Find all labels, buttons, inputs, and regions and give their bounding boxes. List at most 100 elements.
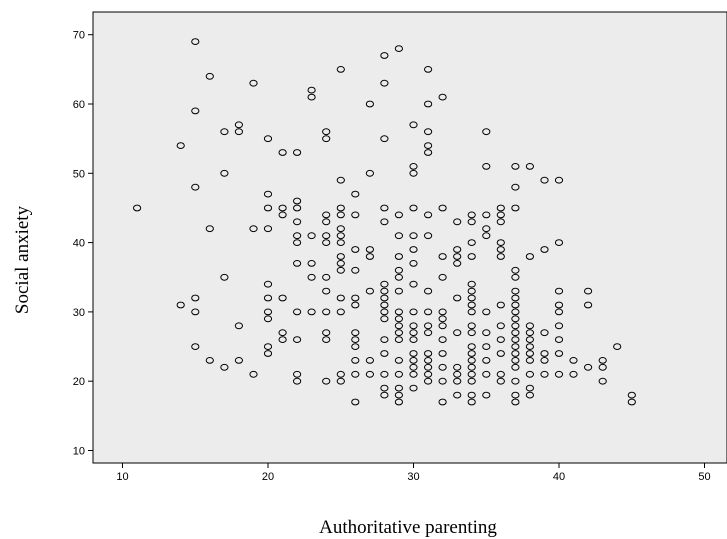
data-point <box>496 211 505 219</box>
data-point <box>438 308 447 316</box>
data-point <box>336 266 345 274</box>
data-point <box>540 176 549 184</box>
data-point <box>351 301 360 309</box>
data-point <box>627 391 636 399</box>
data-point <box>394 329 403 337</box>
data-point <box>365 169 374 177</box>
data-point <box>293 232 302 240</box>
data-point <box>409 350 418 357</box>
data-point <box>351 246 360 253</box>
data-point <box>424 329 433 337</box>
data-point <box>322 308 331 316</box>
data-point <box>293 149 302 156</box>
data-point <box>453 391 462 399</box>
data-point <box>511 183 520 191</box>
y-tick-label: 10 <box>73 446 85 458</box>
data-point <box>511 343 520 351</box>
data-point <box>554 308 564 316</box>
data-point <box>394 45 403 52</box>
data-point <box>336 211 345 219</box>
data-point <box>293 308 302 316</box>
data-point <box>525 357 535 364</box>
data-point <box>453 294 462 302</box>
data-point <box>380 135 389 143</box>
data-point <box>380 350 389 357</box>
data-point <box>467 218 476 226</box>
data-point <box>540 357 549 364</box>
data-point <box>191 107 200 115</box>
data-point <box>380 384 389 392</box>
data-point <box>424 322 433 330</box>
data-point <box>380 52 389 59</box>
data-point <box>525 322 535 330</box>
data-point <box>394 266 403 274</box>
y-tick-label: 40 <box>73 238 85 250</box>
data-point <box>351 294 360 302</box>
data-point <box>278 149 287 156</box>
data-point <box>467 287 476 295</box>
data-point <box>554 336 564 344</box>
data-point <box>438 336 447 344</box>
data-point <box>380 218 389 226</box>
data-point <box>511 315 520 323</box>
data-point <box>380 301 389 309</box>
data-point <box>351 343 360 351</box>
data-point <box>191 308 200 316</box>
data-point <box>336 204 345 212</box>
data-point <box>613 343 622 351</box>
data-point <box>496 301 505 309</box>
data-point <box>424 142 433 150</box>
data-point <box>307 273 316 281</box>
data-point <box>453 377 462 385</box>
data-point <box>351 190 360 198</box>
data-point <box>424 287 433 295</box>
data-point <box>627 398 636 406</box>
data-point <box>525 329 535 337</box>
data-point <box>191 183 200 191</box>
data-point <box>511 377 520 385</box>
data-point <box>365 100 374 108</box>
data-point <box>394 322 403 330</box>
data-point <box>598 357 607 364</box>
data-point <box>176 301 185 309</box>
data-point <box>380 280 389 288</box>
data-point <box>394 308 403 316</box>
data-point <box>598 377 607 385</box>
data-point <box>278 204 287 212</box>
data-point <box>409 204 418 212</box>
data-point <box>424 350 433 357</box>
data-point <box>263 190 273 198</box>
data-point <box>351 357 360 364</box>
data-point <box>511 287 520 295</box>
data-point <box>409 322 418 330</box>
data-point <box>438 377 447 385</box>
data-point <box>336 308 345 316</box>
data-point <box>467 322 476 330</box>
data-point <box>467 357 476 364</box>
data-point <box>365 370 374 378</box>
data-point <box>409 357 418 364</box>
y-tick-label: 70 <box>73 30 85 42</box>
data-point <box>511 336 520 344</box>
data-point <box>511 294 520 302</box>
data-point <box>584 301 593 309</box>
data-point <box>569 357 578 364</box>
data-point <box>424 370 433 378</box>
data-point <box>380 370 389 378</box>
data-point <box>525 163 535 170</box>
data-point <box>409 232 418 240</box>
data-point <box>263 350 273 357</box>
data-point <box>511 266 520 274</box>
data-point <box>322 239 331 247</box>
data-point <box>424 66 433 73</box>
data-point <box>554 287 564 295</box>
data-point <box>453 363 462 371</box>
data-point <box>322 329 331 337</box>
data-point <box>540 329 549 337</box>
data-point <box>482 232 491 240</box>
data-point <box>336 239 345 247</box>
data-point <box>438 204 447 212</box>
data-point <box>525 336 535 344</box>
data-point <box>293 336 302 344</box>
